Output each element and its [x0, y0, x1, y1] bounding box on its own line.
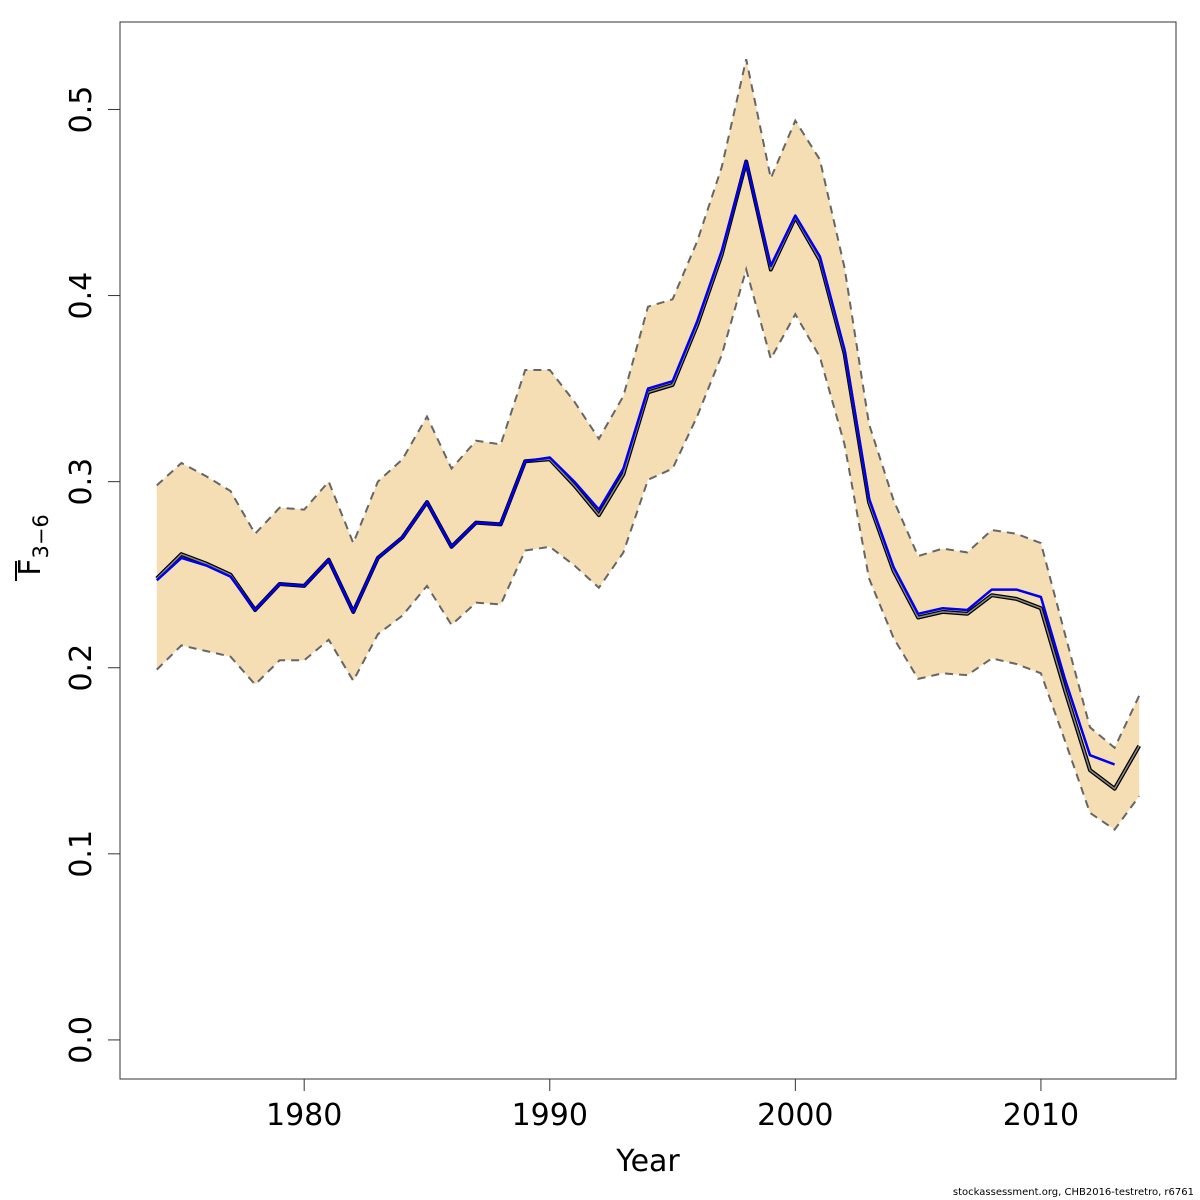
series-lines-layer: [155, 159, 1141, 791]
band-upper-bound: [156, 58, 1141, 750]
x-axis-title: Year: [615, 1144, 680, 1179]
y-axis-title: F3−6: [13, 514, 53, 581]
x-tick-label: 2010: [1003, 1098, 1079, 1133]
y-tick-label: 0.1: [64, 830, 99, 878]
footer-note: stockassessment.org, CHB2016-testretro, …: [952, 1187, 1194, 1198]
x-tick-label: 1990: [512, 1098, 588, 1133]
y-axis: 0.0 0.1 0.2 0.3 0.4 0.5: [64, 86, 120, 1064]
y-tick-label: 0.4: [64, 272, 99, 320]
x-axis: 1980 1990 2000 2010: [266, 1079, 1079, 1133]
svg-text:F3−6: F3−6: [13, 514, 53, 576]
y-axis-title-sub: 3−6: [29, 514, 53, 558]
y-tick-label: 0.2: [64, 644, 99, 692]
y-tick-label: 0.3: [64, 458, 99, 506]
x-tick-label: 1980: [266, 1098, 342, 1133]
band-lower-bound: [156, 265, 1141, 831]
retro-line: [155, 160, 1116, 766]
confidence-band-layer: [156, 58, 1141, 831]
x-tick-label: 2000: [757, 1098, 833, 1133]
y-tick-label: 0.5: [64, 86, 99, 134]
y-axis-title-main: F: [13, 559, 48, 576]
y-tick-label: 0.0: [64, 1016, 99, 1064]
plot-frame: [119, 21, 1177, 1080]
